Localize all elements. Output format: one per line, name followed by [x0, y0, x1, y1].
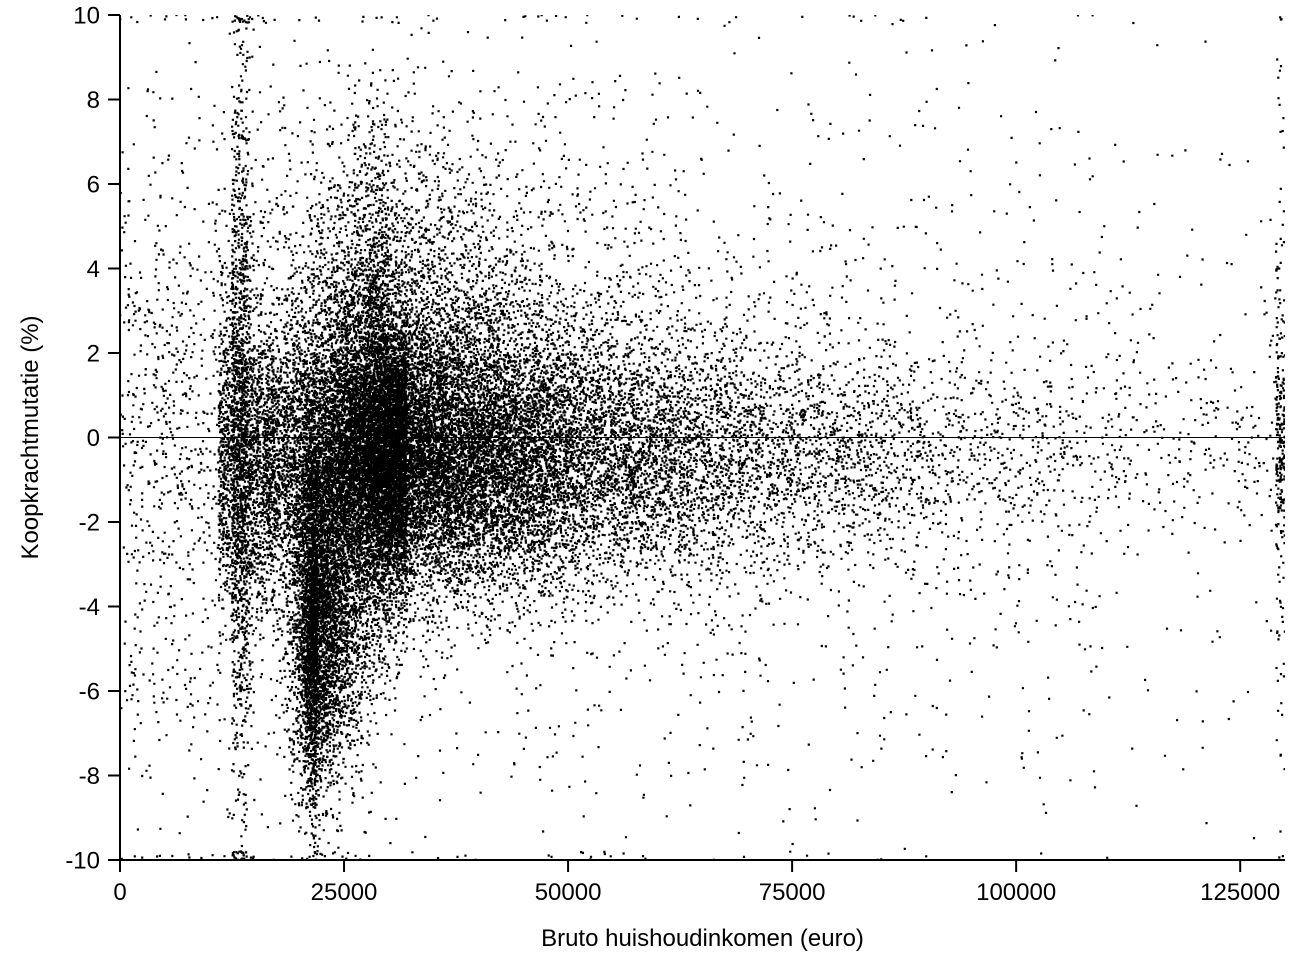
- y-tick-label: -10: [65, 847, 100, 874]
- x-tick-label: 125000: [1200, 879, 1280, 906]
- y-tick-label: 6: [87, 171, 100, 198]
- x-tick-label: 0: [113, 879, 126, 906]
- scatter-chart: 0 25000 50000 75000 100000 125000 -10 -8 -6 -4 -2 0…: [0, 0, 1299, 965]
- x-tick-label: 75000: [759, 879, 826, 906]
- y-tick-label: -8: [79, 763, 100, 790]
- chart-svg: 0 25000 50000 75000 100000 125000 -10 -8 -6 -4 -2 0…: [0, 0, 1299, 965]
- y-tick-label: -2: [79, 509, 100, 536]
- y-tick-label: 4: [87, 256, 100, 283]
- y-tick-label: 2: [87, 340, 100, 367]
- y-tick-label: 0: [87, 425, 100, 452]
- y-tick-label: -4: [79, 594, 100, 621]
- y-tick-label: 8: [87, 87, 100, 114]
- y-tick-label: 10: [73, 2, 100, 29]
- x-tick-label: 50000: [535, 879, 602, 906]
- x-tick-label: 25000: [311, 879, 378, 906]
- y-tick-label: -6: [79, 678, 100, 705]
- x-axis-title: Bruto huishoudinkomen (euro): [541, 925, 864, 952]
- x-tick-label: 100000: [976, 879, 1056, 906]
- y-axis-title: Koopkrachtmutatie (%): [17, 315, 44, 559]
